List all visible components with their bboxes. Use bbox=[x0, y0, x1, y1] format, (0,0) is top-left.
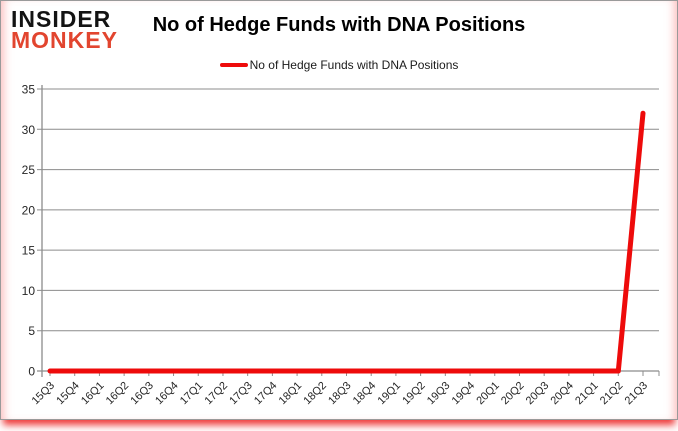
x-tick-label: 17Q2 bbox=[203, 380, 231, 408]
chart-title: No of Hedge Funds with DNA Positions bbox=[152, 14, 526, 36]
y-tick-label: 25 bbox=[22, 163, 36, 177]
x-tick-label: 20Q4 bbox=[548, 380, 576, 408]
y-tick-label: 5 bbox=[28, 324, 35, 338]
x-tick-label: 17Q3 bbox=[227, 380, 255, 408]
x-tick-label: 20Q1 bbox=[474, 380, 502, 408]
x-tick-label: 18Q4 bbox=[351, 380, 379, 408]
x-tick-label: 20Q2 bbox=[499, 380, 527, 408]
y-tick-label: 10 bbox=[22, 284, 36, 298]
x-tick-label: 16Q1 bbox=[79, 380, 107, 408]
x-tick-label: 17Q4 bbox=[252, 380, 280, 408]
insider-monkey-logo: INSIDER MONKEY bbox=[11, 6, 118, 54]
x-tick-label: 19Q3 bbox=[425, 380, 453, 408]
legend-line-swatch bbox=[219, 63, 248, 67]
chart-canvas: 0510152025303515Q315Q416Q116Q216Q316Q417… bbox=[22, 83, 660, 408]
x-tick-label: 18Q1 bbox=[277, 380, 305, 408]
x-tick-label: 15Q3 bbox=[30, 380, 58, 408]
y-tick-label: 35 bbox=[22, 83, 36, 97]
x-tick-label: 21Q3 bbox=[623, 380, 651, 408]
gridlines bbox=[37, 88, 659, 332]
legend-label: No of Hedge Funds with DNA Positions bbox=[249, 58, 459, 72]
x-tick-label: 18Q2 bbox=[301, 380, 329, 408]
x-tick-label: 19Q2 bbox=[400, 380, 428, 408]
x-tick-label: 18Q3 bbox=[326, 380, 354, 408]
x-tick-label: 20Q3 bbox=[524, 380, 552, 408]
x-axis-labels: 15Q315Q416Q116Q216Q316Q417Q117Q217Q317Q4… bbox=[30, 380, 651, 408]
x-tick-label: 17Q1 bbox=[178, 380, 206, 408]
logo-line2: MONKEY bbox=[11, 27, 118, 54]
x-tick-label: 16Q2 bbox=[104, 380, 132, 408]
chart-legend: No of Hedge Funds with DNA Positions bbox=[1, 58, 677, 72]
x-tick-label: 19Q4 bbox=[450, 380, 478, 408]
y-tick-label: 15 bbox=[22, 244, 36, 258]
x-tick-label: 16Q3 bbox=[128, 380, 156, 408]
y-axis-labels: 0 5 10 15 20 25 30 35 bbox=[22, 83, 36, 379]
y-tick-label: 20 bbox=[22, 203, 36, 217]
series-line-hedge-funds bbox=[47, 110, 646, 374]
x-tick-label: 15Q4 bbox=[54, 380, 82, 408]
y-tick-label: 0 bbox=[28, 365, 35, 379]
x-tick-label: 19Q1 bbox=[376, 380, 404, 408]
x-tick-label: 21Q1 bbox=[573, 380, 601, 408]
chart-card: INSIDER MONKEY No of Hedge Funds with DN… bbox=[0, 0, 678, 420]
logo-line1: INSIDER bbox=[11, 6, 112, 32]
x-tick-label: 16Q4 bbox=[153, 380, 181, 408]
x-tick-label: 21Q2 bbox=[598, 380, 626, 408]
y-tick-label: 30 bbox=[22, 123, 36, 137]
